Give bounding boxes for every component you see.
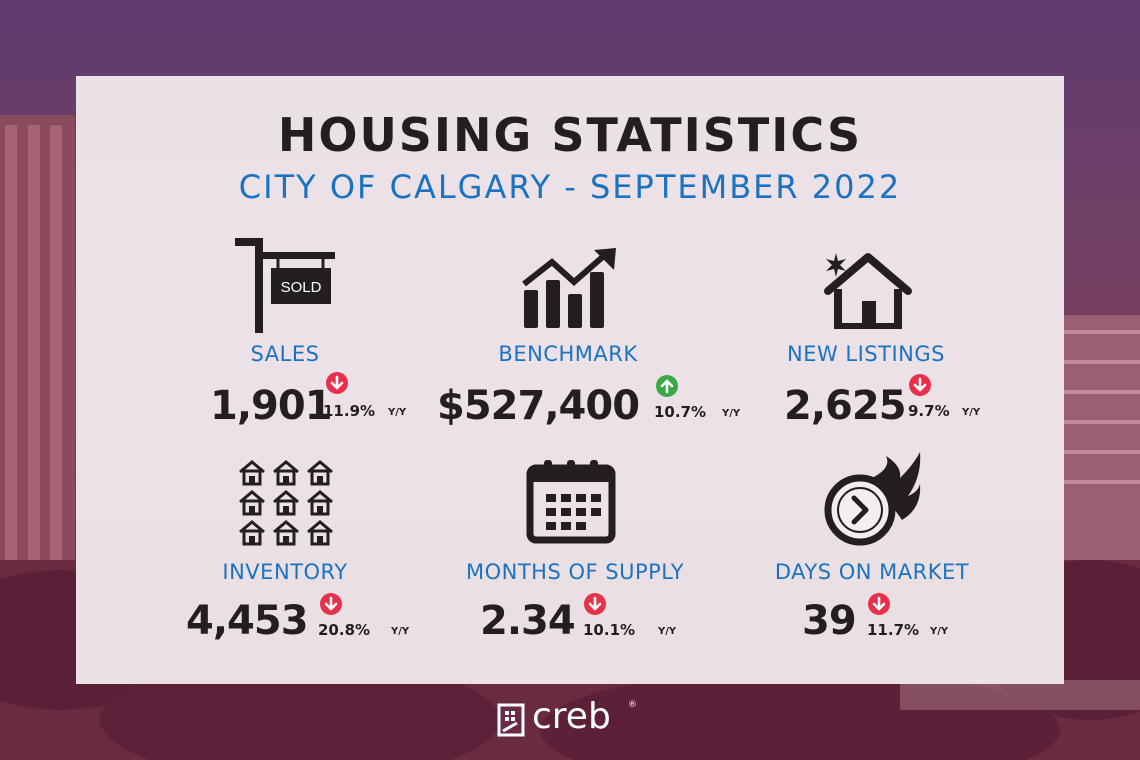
creb-logo-icon [497,703,525,737]
calendar-icon [526,460,616,544]
fast-clock-icon [824,452,921,546]
months-of-supply-value: 2.34 [480,598,576,644]
inventory-down-arrow-icon [320,593,342,615]
days-on-market-change: 11.7% [867,621,920,639]
days-on-market-value: 39 [802,598,857,644]
sales-period: Y/Y [388,407,407,418]
benchmark-change: 10.7% [654,403,707,421]
inventory-change: 20.8% [318,621,371,639]
benchmark-value: $527,400 [437,383,640,429]
months-of-supply-label: MONTHS OF SUPPLY [465,560,685,584]
benchmark-label: BENCHMARK [498,342,638,366]
new-listings-value: 2,625 [784,383,907,429]
trending-chart-icon [522,248,616,328]
sold-sign-icon: SOLD [235,238,335,333]
sales-down-arrow-icon [326,372,348,394]
months-of-supply-down-arrow-icon [584,593,606,615]
days-on-market-period: Y/Y [930,626,949,637]
page-title: HOUSING STATISTICS [277,108,863,162]
houses-grid-icon [238,460,334,546]
brand-registered-mark: ® [628,700,637,710]
inventory-label: INVENTORY [222,560,348,584]
inventory-value: 4,453 [186,598,309,644]
new-listings-period: Y/Y [962,407,981,418]
inventory-period: Y/Y [391,626,410,637]
benchmark-period: Y/Y [722,408,741,419]
page-subtitle: CITY OF CALGARY - SEPTEMBER 2022 [238,168,902,206]
sold-sign-text: SOLD [281,279,322,296]
benchmark-up-arrow-icon [656,375,678,397]
days-on-market-label: DAYS ON MARKET [774,560,970,584]
brand-name: creb [532,696,611,737]
new-listings-down-arrow-icon [909,374,931,396]
months-of-supply-period: Y/Y [658,626,677,637]
stats-panel [76,76,1064,684]
sales-label: SALES [250,342,320,366]
months-of-supply-change: 10.1% [583,621,636,639]
new-listings-change: 9.7% [908,402,950,420]
sales-value: 1,901 [210,383,333,429]
new-listings-label: NEW LISTINGS [787,342,945,366]
new-house-icon [824,253,912,329]
sales-change: 11.9% [323,402,376,420]
days-on-market-down-arrow-icon [868,593,890,615]
